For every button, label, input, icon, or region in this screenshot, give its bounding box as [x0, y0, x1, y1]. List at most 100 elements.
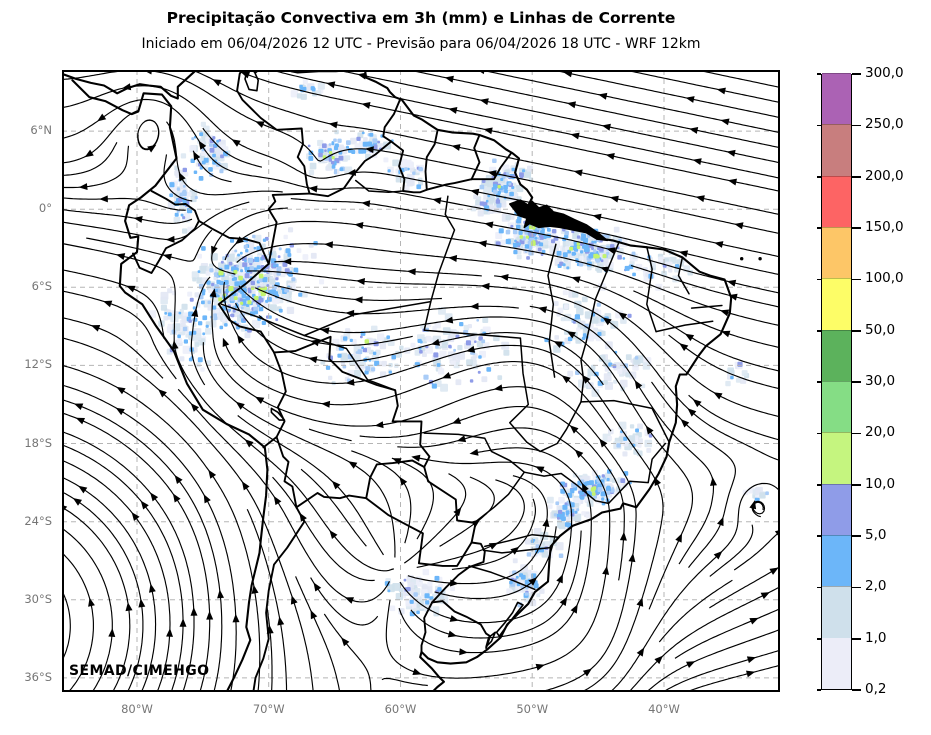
colorbar-segment	[822, 535, 851, 587]
precip-speck	[178, 311, 182, 315]
state-border	[303, 334, 396, 391]
precip-speck	[389, 605, 396, 612]
colorbar-tick	[852, 175, 861, 178]
streamline-arrowhead	[714, 241, 724, 248]
precip-speck	[571, 251, 576, 256]
precip-speck	[280, 272, 286, 278]
streamline-arrowhead	[217, 589, 224, 599]
precip-speck	[216, 294, 220, 298]
precip-speck	[422, 568, 430, 576]
streamline-arrowhead	[746, 670, 756, 678]
precip-speck	[350, 137, 357, 145]
precip-speck	[277, 289, 282, 295]
precip-speck	[241, 293, 247, 299]
precip-speck-heavy	[218, 297, 223, 302]
precip-speck	[406, 161, 414, 169]
precip-speck	[409, 599, 414, 604]
precip-speck	[640, 383, 646, 389]
colorbar-tick-label: 100,0	[865, 270, 904, 287]
streamline-arrowhead	[310, 339, 320, 347]
streamline-arrowhead	[684, 333, 695, 342]
streamline	[410, 530, 582, 639]
precip-speck	[516, 254, 522, 260]
amazon-delta-fill	[509, 199, 609, 242]
precip-speck	[244, 266, 248, 271]
state-border	[303, 300, 432, 337]
precip-speck	[564, 304, 569, 309]
state-border	[690, 304, 723, 309]
precip-speck	[524, 592, 529, 596]
precip-speck-heavy	[497, 185, 501, 189]
precip-speck	[509, 580, 513, 585]
precip-speck	[330, 160, 335, 165]
precip-speck	[526, 256, 530, 260]
streamline-arrowhead	[717, 516, 724, 527]
precip-speck	[296, 248, 302, 253]
precip-speck	[585, 514, 590, 519]
precip-speck	[263, 277, 268, 281]
precip-speck	[628, 435, 636, 442]
lat-tick-label: 24°S	[24, 513, 52, 528]
precip-speck	[482, 317, 489, 323]
streamline-arrowhead	[609, 195, 619, 203]
streamline	[61, 476, 157, 693]
precip-speck	[582, 245, 586, 249]
streamline	[552, 69, 781, 119]
streamline-arrowhead	[347, 169, 357, 176]
precip-speck-heavy	[218, 270, 224, 276]
streamline-arrowhead	[675, 533, 682, 543]
precip-speck	[516, 225, 521, 230]
precip-speck	[613, 379, 618, 384]
precip-speck	[220, 154, 224, 159]
precip-speck	[425, 600, 430, 605]
precip-speck	[403, 578, 407, 582]
precip-speck	[244, 259, 247, 263]
precip-speck	[404, 167, 408, 171]
streamline-arrowhead	[561, 375, 571, 384]
precip-speck-heavy	[254, 295, 259, 301]
precip-speck	[578, 379, 587, 388]
precip-speck	[174, 212, 179, 217]
lat-tick-label: 6°S	[31, 279, 52, 294]
precip-speck	[562, 252, 568, 258]
country-border	[382, 97, 402, 143]
streamline-arrowhead	[299, 512, 307, 522]
precip-speck	[634, 356, 639, 360]
streamline-arrowhead	[484, 221, 494, 229]
precip-speck	[406, 180, 414, 187]
colorbar-tick	[817, 483, 821, 486]
precip-speck	[334, 129, 339, 135]
precip-speck	[518, 230, 523, 235]
precip-speck	[257, 304, 261, 308]
streamline-arrowhead	[179, 618, 187, 627]
streamline-arrowhead	[528, 577, 538, 586]
precip-speck	[624, 265, 630, 271]
precip-speck	[535, 544, 540, 549]
streamline-arrowhead	[97, 113, 107, 122]
precip-speck	[163, 315, 169, 321]
coastline	[71, 79, 269, 696]
streamline-arrowhead	[255, 396, 265, 404]
precip-speck	[340, 352, 348, 360]
precip-speck	[194, 196, 198, 200]
country-border	[365, 459, 426, 500]
precip-speck	[435, 345, 439, 349]
streamline	[651, 381, 736, 568]
state-border	[539, 401, 582, 453]
streamline-arrowhead	[599, 438, 608, 448]
precip-speck	[207, 300, 211, 305]
precip-speck	[296, 93, 303, 99]
streamline	[61, 551, 94, 693]
precip-speck	[481, 179, 486, 183]
colorbar-tick	[817, 586, 821, 589]
precip-speck	[198, 321, 203, 326]
precip-speck	[510, 224, 514, 228]
streamline-arrowhead	[138, 598, 146, 608]
streamline	[246, 270, 781, 462]
precip-speck	[197, 253, 202, 259]
precip-speck	[209, 147, 215, 153]
precip-speck	[632, 272, 636, 277]
precip-speck	[365, 366, 371, 371]
streamline-arrowhead	[190, 607, 198, 616]
precip-speck	[727, 367, 734, 375]
